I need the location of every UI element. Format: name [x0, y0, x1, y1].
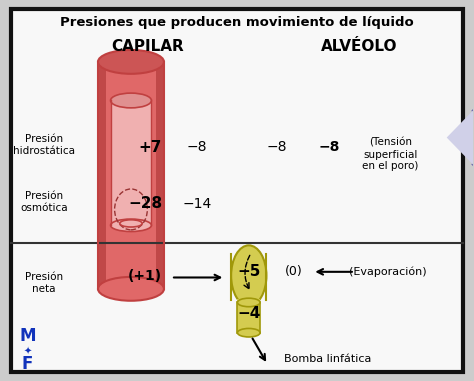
Bar — [98, 62, 106, 289]
Text: −5: −5 — [237, 264, 261, 279]
Text: Presiones que producen movimiento de líquido: Presiones que producen movimiento de líq… — [60, 16, 414, 29]
Ellipse shape — [237, 298, 260, 307]
Text: ALVÉOLO: ALVÉOLO — [321, 39, 398, 54]
Text: Presión
hidrostática: Presión hidrostática — [13, 134, 75, 156]
Ellipse shape — [98, 50, 164, 74]
Ellipse shape — [110, 93, 151, 108]
Ellipse shape — [120, 220, 142, 227]
Text: (Tensión
superficial
en el poro): (Tensión superficial en el poro) — [362, 138, 419, 171]
Bar — [156, 62, 164, 289]
Text: M: M — [19, 327, 36, 345]
Bar — [110, 101, 151, 225]
Text: −8: −8 — [267, 140, 287, 154]
Ellipse shape — [237, 328, 260, 337]
Text: ✦: ✦ — [23, 347, 31, 357]
Text: −8: −8 — [187, 140, 207, 154]
Text: (+1): (+1) — [128, 269, 162, 283]
Text: (0): (0) — [285, 265, 302, 278]
Ellipse shape — [98, 277, 164, 301]
Text: Presión
osmótica: Presión osmótica — [20, 191, 68, 213]
Ellipse shape — [231, 245, 266, 306]
Text: −4: −4 — [237, 306, 261, 321]
Bar — [98, 62, 164, 289]
Wedge shape — [473, 36, 474, 239]
Wedge shape — [473, 111, 474, 164]
Text: Presión
neta: Presión neta — [25, 272, 63, 294]
Bar — [237, 299, 260, 333]
Text: Bomba linfática: Bomba linfática — [284, 354, 372, 364]
Ellipse shape — [110, 219, 151, 232]
FancyBboxPatch shape — [11, 9, 463, 372]
Text: −8: −8 — [318, 140, 339, 154]
Text: +7: +7 — [138, 139, 162, 155]
Text: −28: −28 — [128, 196, 162, 211]
Text: (Evaporación): (Evaporación) — [349, 267, 427, 277]
Bar — [239, 284, 259, 306]
Polygon shape — [447, 111, 474, 164]
Text: −14: −14 — [182, 197, 211, 211]
Text: F: F — [22, 355, 33, 373]
Text: CAPILAR: CAPILAR — [111, 39, 184, 54]
